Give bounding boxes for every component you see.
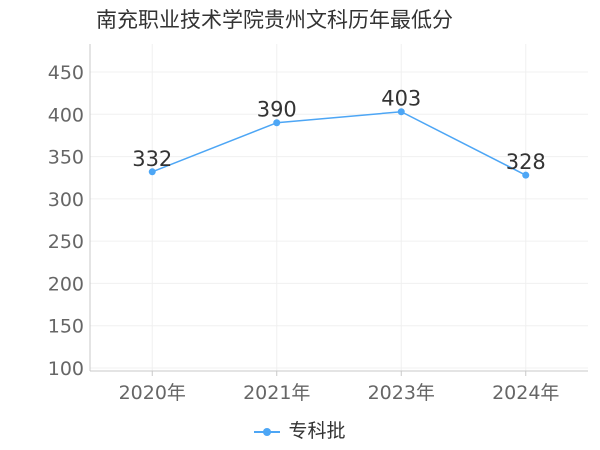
y-tick-label: 450: [48, 62, 84, 84]
y-tick-label: 150: [48, 316, 84, 338]
x-tick-label: 2021年: [243, 382, 310, 404]
data-label: 332: [132, 147, 172, 171]
chart-title: 南充职业技术学院贵州文科历年最低分: [96, 8, 453, 32]
x-tick-label: 2020年: [119, 382, 186, 404]
data-point: [273, 119, 281, 127]
data-point: [148, 168, 156, 176]
y-tick-label: 250: [48, 231, 84, 253]
x-tick-labels: 2020年 2021年 2023年 2024年: [119, 382, 560, 404]
y-tick-labels: 100 150 200 250 300 350 400 450: [48, 62, 84, 380]
axes: [89, 44, 588, 376]
y-tick-label: 300: [48, 189, 84, 211]
grid-lines: [90, 44, 588, 371]
legend-marker-icon: [254, 425, 281, 439]
y-tick-label: 400: [48, 104, 84, 126]
y-tick-label: 350: [48, 147, 84, 169]
data-labels: 332 390 403 328: [132, 87, 546, 174]
legend: 专科批: [0, 416, 600, 443]
data-label: 390: [257, 98, 297, 122]
x-tick-label: 2023年: [368, 382, 435, 404]
data-label: 403: [381, 87, 421, 111]
series-line: [151, 110, 527, 176]
y-tick-label: 100: [48, 358, 84, 380]
series-line-group: [151, 110, 527, 176]
y-tick-label: 200: [48, 273, 84, 295]
data-points: [148, 108, 530, 179]
data-point: [397, 108, 405, 116]
data-label: 328: [506, 150, 546, 174]
line-chart: 100 150 200 250 300 350 400 450 2020年 2021年 2023年…: [48, 44, 588, 404]
data-point: [522, 171, 530, 179]
x-tick-label: 2024年: [492, 382, 559, 404]
legend-label: 专科批: [288, 420, 346, 442]
